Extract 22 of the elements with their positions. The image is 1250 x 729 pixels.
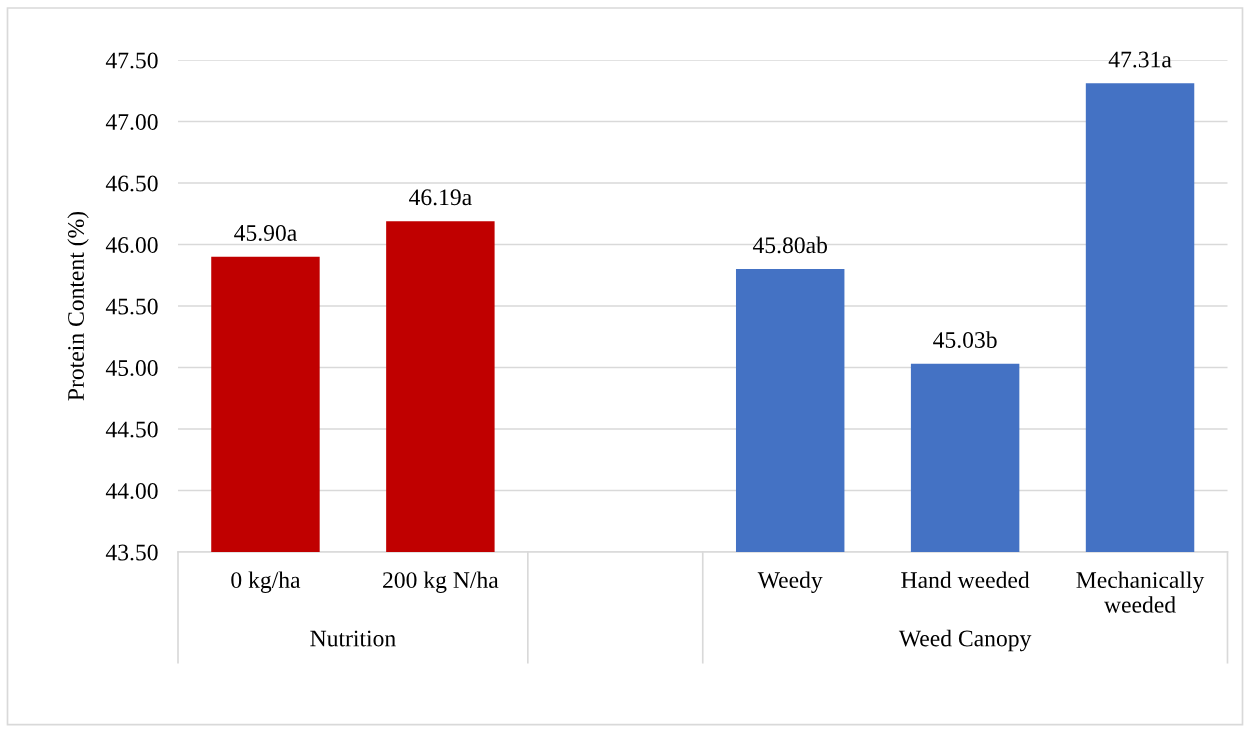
text: Nutrition bbox=[310, 630, 396, 647]
data-label: 45.03b bbox=[933, 331, 997, 348]
y-tick-label: 47.00 bbox=[105, 113, 158, 131]
y-tick-label: 46.50 bbox=[105, 175, 158, 192]
data-label: 45.80ab bbox=[752, 236, 828, 254]
data-label: 47.31a bbox=[1108, 51, 1172, 68]
data-label: 46.19a bbox=[409, 189, 472, 206]
text: Weed Canopy bbox=[898, 629, 1032, 652]
y-tick-label: 45.50 bbox=[105, 298, 158, 315]
y-tick-label: 44.50 bbox=[105, 421, 158, 438]
x-tick-label: 200 kg N/ha bbox=[383, 571, 499, 593]
x-tick-label: Mechanically weeded bbox=[1076, 571, 1205, 613]
y-tick-label: 47.50 bbox=[105, 52, 158, 69]
data-label: 45.90a bbox=[234, 224, 297, 241]
y-tick-label: 44.00 bbox=[105, 482, 158, 500]
x-tick-label: Weedy bbox=[757, 571, 823, 593]
x-tick-label: Hand weeded bbox=[901, 571, 1030, 589]
y-axis-title: Protein Content (%) bbox=[67, 211, 89, 401]
y-tick-label: 45.00 bbox=[105, 359, 158, 377]
y-tick-label: 43.50 bbox=[105, 544, 158, 561]
x-tick-label: 0 kg/ha bbox=[231, 571, 301, 593]
y-tick-label: 46.00 bbox=[105, 236, 158, 254]
